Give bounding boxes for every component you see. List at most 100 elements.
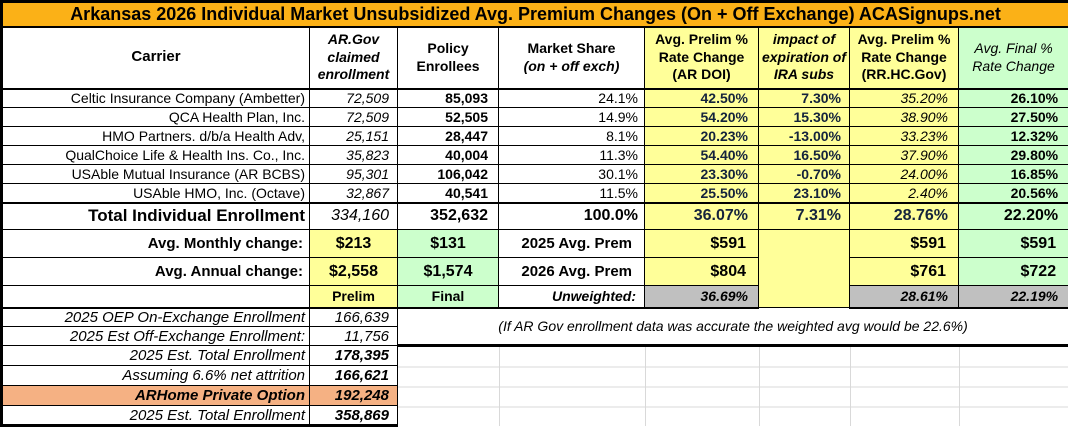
prelim-rr-cell: 37.90% [849, 145, 959, 165]
avg-prem-2026-final: $722 [957, 257, 1068, 286]
ira-impact-cell: 23.10% [758, 183, 850, 203]
page-title: Arkansas 2026 Individual Market Unsubsid… [0, 0, 1068, 28]
col-header-prelim-doi: Avg. Prelim % Rate Change (AR DOI) [644, 26, 759, 90]
total-ira: 7.31% [758, 201, 850, 230]
avg-prem-2026-label: 2026 Avg. Prem [498, 257, 645, 286]
final-rate-cell: 20.56% [957, 183, 1068, 203]
prelim-doi-cell: 54.40% [644, 145, 759, 165]
final-rate-cell: 16.85% [957, 164, 1068, 184]
col-header-final: Avg. Final % Rate Change [957, 26, 1068, 90]
col-header-argov-enrollment: AR.Gov claimed enrollment [309, 26, 398, 90]
final-rate-cell: 12.32% [957, 126, 1068, 146]
annual-change-label: Avg. Annual change: [0, 257, 310, 286]
market-share-sublabel: (on + off exch) [523, 57, 620, 74]
bottom-row: 2025 OEP On-Exchange Enrollment 166,639 … [0, 307, 1068, 347]
prelim-doi-cell: 42.50% [644, 88, 759, 108]
total-policy: 352,632 [397, 201, 499, 230]
final-column-tag: Final [397, 285, 499, 309]
argov-enrollment-cell: 72,509 [309, 107, 398, 127]
avg-prem-2026-rr: $761 [849, 257, 959, 286]
bottom-row: 2025 Est Off-Exchange Enrollment: 11,756 [0, 326, 1068, 346]
bottom-row-label: 2025 OEP On-Exchange Enrollment [0, 307, 310, 327]
policy-enrollees-cell: 40,004 [397, 145, 499, 165]
arhome-value: 192,248 [309, 385, 398, 406]
col-header-policy-enrollees: Policy Enrollees [397, 26, 499, 90]
avg-monthly-row: Avg. Monthly change: $213 $131 2025 Avg.… [0, 229, 1068, 308]
ira-impact-cell: 15.30% [758, 107, 850, 127]
avg-prem-2025-label: 2025 Avg. Prem [498, 229, 645, 258]
bottom-row-value: 166,639 [309, 307, 398, 327]
annual-prelim-value: $2,558 [309, 257, 398, 286]
market-share-cell: 8.1% [498, 126, 645, 146]
argov-enrollment-cell: 25,151 [309, 126, 398, 146]
bottom-row-value: 358,869 [309, 405, 398, 427]
prelim-doi-cell: 25.50% [644, 183, 759, 203]
total-share: 100.0% [498, 201, 645, 230]
prelim-rr-cell: 38.90% [849, 107, 959, 127]
argov-enrollment-cell: 72,509 [309, 88, 398, 108]
bottom-row-label: 2025 Est Off-Exchange Enrollment: [0, 326, 310, 346]
bottom-row: 2025 Est. Total Enrollment 358,869 [0, 405, 1068, 427]
final-rate-cell: 26.10% [957, 88, 1068, 108]
monthly-change-label: Avg. Monthly change: [0, 229, 310, 258]
ira-impact-cell: -0.70% [758, 164, 850, 184]
arhome-label: ARHome Private Option [0, 385, 310, 406]
avg-annual-row: Avg. Annual change: $2,558 $1,574 2026 A… [0, 257, 1068, 286]
carrier-name: USAble HMO, Inc. (Octave) [0, 183, 310, 203]
bottom-row-arhome: ARHome Private Option 192,248 [0, 385, 1068, 406]
ira-impact-cell: 7.30% [758, 88, 850, 108]
ira-impact-cell: -13.00% [758, 126, 850, 146]
total-row: Total Individual Enrollment 334,160 352,… [0, 201, 1068, 230]
policy-enrollees-cell: 28,447 [397, 126, 499, 146]
market-share-cell: 14.9% [498, 107, 645, 127]
argov-enrollment-cell: 32,867 [309, 183, 398, 203]
prelim-doi-cell: 23.30% [644, 164, 759, 184]
market-share-cell: 24.1% [498, 88, 645, 108]
avg-prem-2026-doi: $804 [644, 257, 759, 286]
col-header-ira-impact: impact of expiration of IRA subs [758, 26, 850, 90]
col-header-market-share: Market Share (on + off exch) [498, 26, 645, 90]
footnote: (If AR Gov enrollment data was accurate … [396, 307, 1068, 347]
table-row: USAble HMO, Inc. (Octave) 32,867 40,541 … [0, 183, 1068, 203]
prelim-rr-cell: 35.20% [849, 88, 959, 108]
table-row: QCA Health Plan, Inc. 72,509 52,505 14.9… [0, 107, 1068, 127]
avg-prem-2025-final: $591 [957, 229, 1068, 258]
total-argov: 334,160 [309, 201, 398, 230]
prelim-rr-cell: 2.40% [849, 183, 959, 203]
carrier-name: USAble Mutual Insurance (AR BCBS) [0, 164, 310, 184]
argov-enrollment-cell: 35,823 [309, 145, 398, 165]
annual-final-value: $1,574 [397, 257, 499, 286]
unweighted-doi: 36.69% [644, 285, 759, 309]
total-label: Total Individual Enrollment [0, 201, 310, 230]
policy-enrollees-cell: 106,042 [397, 164, 499, 184]
ira-impact-cell: 16.50% [758, 145, 850, 165]
final-rate-cell: 29.80% [957, 145, 1068, 165]
table-row: HMO Partners. d/b/a Health Adv, 25,151 2… [0, 126, 1068, 146]
carrier-name: HMO Partners. d/b/a Health Adv, [0, 126, 310, 146]
prelim-column-tag: Prelim [309, 285, 398, 309]
unweighted-rr: 28.61% [849, 285, 959, 309]
total-doi: 36.07% [644, 201, 759, 230]
bottom-row-value: 178,395 [309, 345, 398, 366]
carrier-name: QualChoice Life & Health Ins. Co., Inc. [0, 145, 310, 165]
market-share-cell: 30.1% [498, 164, 645, 184]
col-header-prelim-rr: Avg. Prelim % Rate Change (RR.HC.Gov) [849, 26, 959, 90]
empty-cell [0, 285, 310, 309]
bottom-row-label: Assuming 6.6% net attrition [0, 365, 310, 386]
bottom-row-value: 11,756 [309, 326, 398, 346]
table-row: USAble Mutual Insurance (AR BCBS) 95,301… [0, 164, 1068, 184]
table-row: Celtic Insurance Company (Ambetter) 72,5… [0, 88, 1068, 108]
avg-prem-2025-doi: $591 [644, 229, 759, 258]
market-share-cell: 11.5% [498, 183, 645, 203]
total-rr: 28.76% [849, 201, 959, 230]
prelim-rr-cell: 33.23% [849, 126, 959, 146]
table-row: QualChoice Life & Health Ins. Co., Inc. … [0, 145, 1068, 165]
policy-enrollees-cell: 52,505 [397, 107, 499, 127]
unweighted-final: 22.19% [957, 285, 1068, 309]
monthly-final-value: $131 [397, 229, 499, 258]
final-rate-cell: 27.50% [957, 107, 1068, 127]
ira-merged-empty-cell [758, 229, 850, 308]
bottom-row: 2025 Est. Total Enrollment 178,395 [0, 345, 1068, 426]
